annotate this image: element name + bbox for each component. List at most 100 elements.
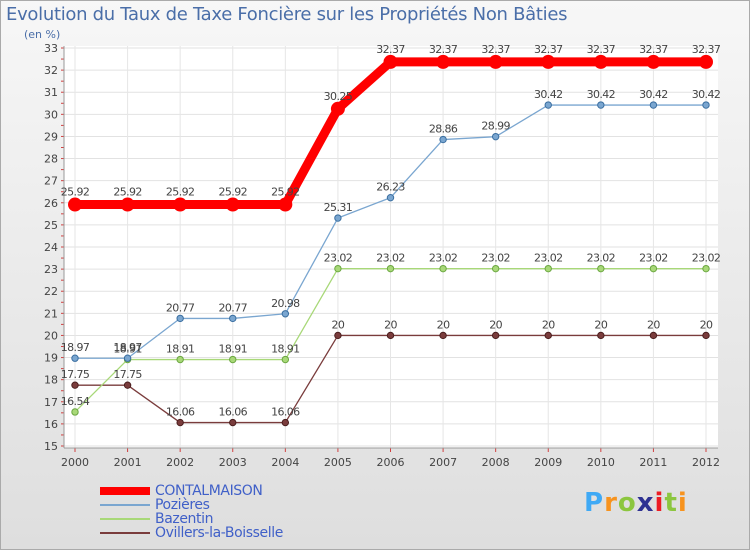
- data-point: [649, 101, 658, 109]
- data-point: [123, 354, 132, 362]
- data-point: [439, 331, 447, 340]
- y-tick-label: 20: [44, 329, 58, 342]
- logo-letter: i: [654, 488, 665, 518]
- x-tick-label: 2012: [692, 456, 720, 469]
- data-label: 18.97: [61, 341, 90, 354]
- y-tick-label: 26: [44, 197, 58, 210]
- data-label: 25.92: [113, 186, 142, 199]
- y-tick-label: 27: [44, 175, 58, 188]
- y-tick-label: 19: [44, 352, 58, 365]
- data-label: 32.37: [429, 43, 458, 56]
- data-point: [593, 54, 608, 69]
- data-point: [702, 264, 710, 273]
- data-point: [439, 135, 447, 144]
- data-label: 20: [594, 318, 607, 331]
- y-axis-unit-label: (en %): [24, 28, 61, 41]
- x-tick-label: 2007: [429, 456, 457, 469]
- data-point: [386, 264, 395, 273]
- data-label: 32.37: [376, 43, 405, 56]
- data-point: [173, 197, 188, 212]
- data-label: 18.91: [271, 343, 300, 356]
- y-tick-label: 32: [44, 64, 58, 77]
- y-tick-label: 18: [44, 374, 58, 387]
- data-label: 20: [437, 318, 450, 331]
- data-point: [597, 101, 605, 109]
- logo-letter: r: [604, 488, 618, 518]
- data-label: 20.77: [219, 301, 248, 314]
- data-point: [176, 418, 184, 427]
- data-point: [436, 54, 451, 69]
- y-tick-label: 31: [44, 86, 58, 99]
- data-label: 20: [700, 318, 713, 331]
- data-point: [334, 331, 342, 340]
- data-label: 32.37: [534, 43, 563, 56]
- data-label: 20.77: [166, 301, 195, 314]
- y-tick-label: 22: [44, 285, 58, 298]
- data-label: 16.06: [271, 406, 300, 419]
- legend-label: Ovillers-la-Boisselle: [155, 525, 283, 541]
- logo-letter: P: [584, 488, 605, 518]
- data-point: [71, 408, 79, 416]
- data-point: [281, 310, 290, 318]
- data-label: 30.42: [692, 88, 721, 101]
- data-label: 30.25: [324, 90, 353, 103]
- data-point: [71, 381, 79, 389]
- data-label: 23.02: [534, 252, 563, 265]
- data-label: 25.31: [324, 201, 353, 214]
- data-label: 30.42: [534, 88, 563, 101]
- logo-letter: t: [664, 488, 678, 518]
- data-label: 23.02: [587, 252, 616, 265]
- data-label: 25.92: [61, 186, 90, 199]
- data-point: [383, 54, 398, 69]
- data-label: 18.91: [219, 343, 248, 356]
- legend-swatch: [100, 487, 150, 495]
- data-label: 30.42: [639, 88, 668, 101]
- data-point: [488, 54, 503, 69]
- y-tick-label: 29: [44, 130, 58, 143]
- data-point: [541, 54, 556, 69]
- y-tick-label: 15: [44, 440, 58, 453]
- data-point: [544, 101, 552, 109]
- data-point: [544, 331, 552, 340]
- data-point: [702, 101, 710, 109]
- data-label: 30.42: [587, 88, 616, 101]
- data-label: 23.02: [692, 252, 721, 265]
- data-point: [334, 264, 342, 273]
- data-point: [439, 264, 447, 273]
- legend-swatch: [100, 532, 150, 534]
- data-label: 20: [542, 318, 555, 331]
- chart-title: Evolution du Taux de Taxe Foncière sur l…: [6, 4, 568, 25]
- legend-swatch: [100, 504, 150, 506]
- data-point: [386, 193, 395, 202]
- data-point: [649, 264, 658, 273]
- legend-swatch: [100, 518, 150, 520]
- y-tick-label: 16: [44, 418, 58, 431]
- data-label: 32.37: [639, 43, 668, 56]
- y-tick-label: 24: [44, 241, 58, 254]
- x-tick-label: 2000: [61, 456, 89, 469]
- data-point: [330, 101, 345, 116]
- data-label: 17.75: [61, 368, 90, 381]
- data-point: [491, 264, 500, 273]
- data-label: 16.06: [166, 406, 195, 419]
- x-tick-label: 2006: [377, 456, 405, 469]
- data-point: [176, 355, 184, 364]
- logo-letter: x: [636, 488, 655, 518]
- x-tick-label: 2003: [219, 456, 247, 469]
- data-point: [699, 54, 713, 69]
- x-tick-label: 2009: [534, 456, 562, 469]
- data-point: [123, 381, 132, 389]
- data-label: 28.86: [429, 123, 458, 136]
- data-label: 18.97: [113, 341, 142, 354]
- data-label: 25.92: [271, 186, 300, 199]
- data-label: 18.91: [166, 343, 195, 356]
- data-label: 25.92: [166, 186, 195, 199]
- data-label: 23.02: [481, 252, 510, 265]
- data-point: [491, 132, 500, 141]
- logo-letter: i: [677, 488, 688, 518]
- x-tick-label: 2005: [324, 456, 352, 469]
- x-tick-label: 2004: [271, 456, 299, 469]
- data-label: 25.92: [219, 186, 248, 199]
- data-label: 17.75: [113, 368, 142, 381]
